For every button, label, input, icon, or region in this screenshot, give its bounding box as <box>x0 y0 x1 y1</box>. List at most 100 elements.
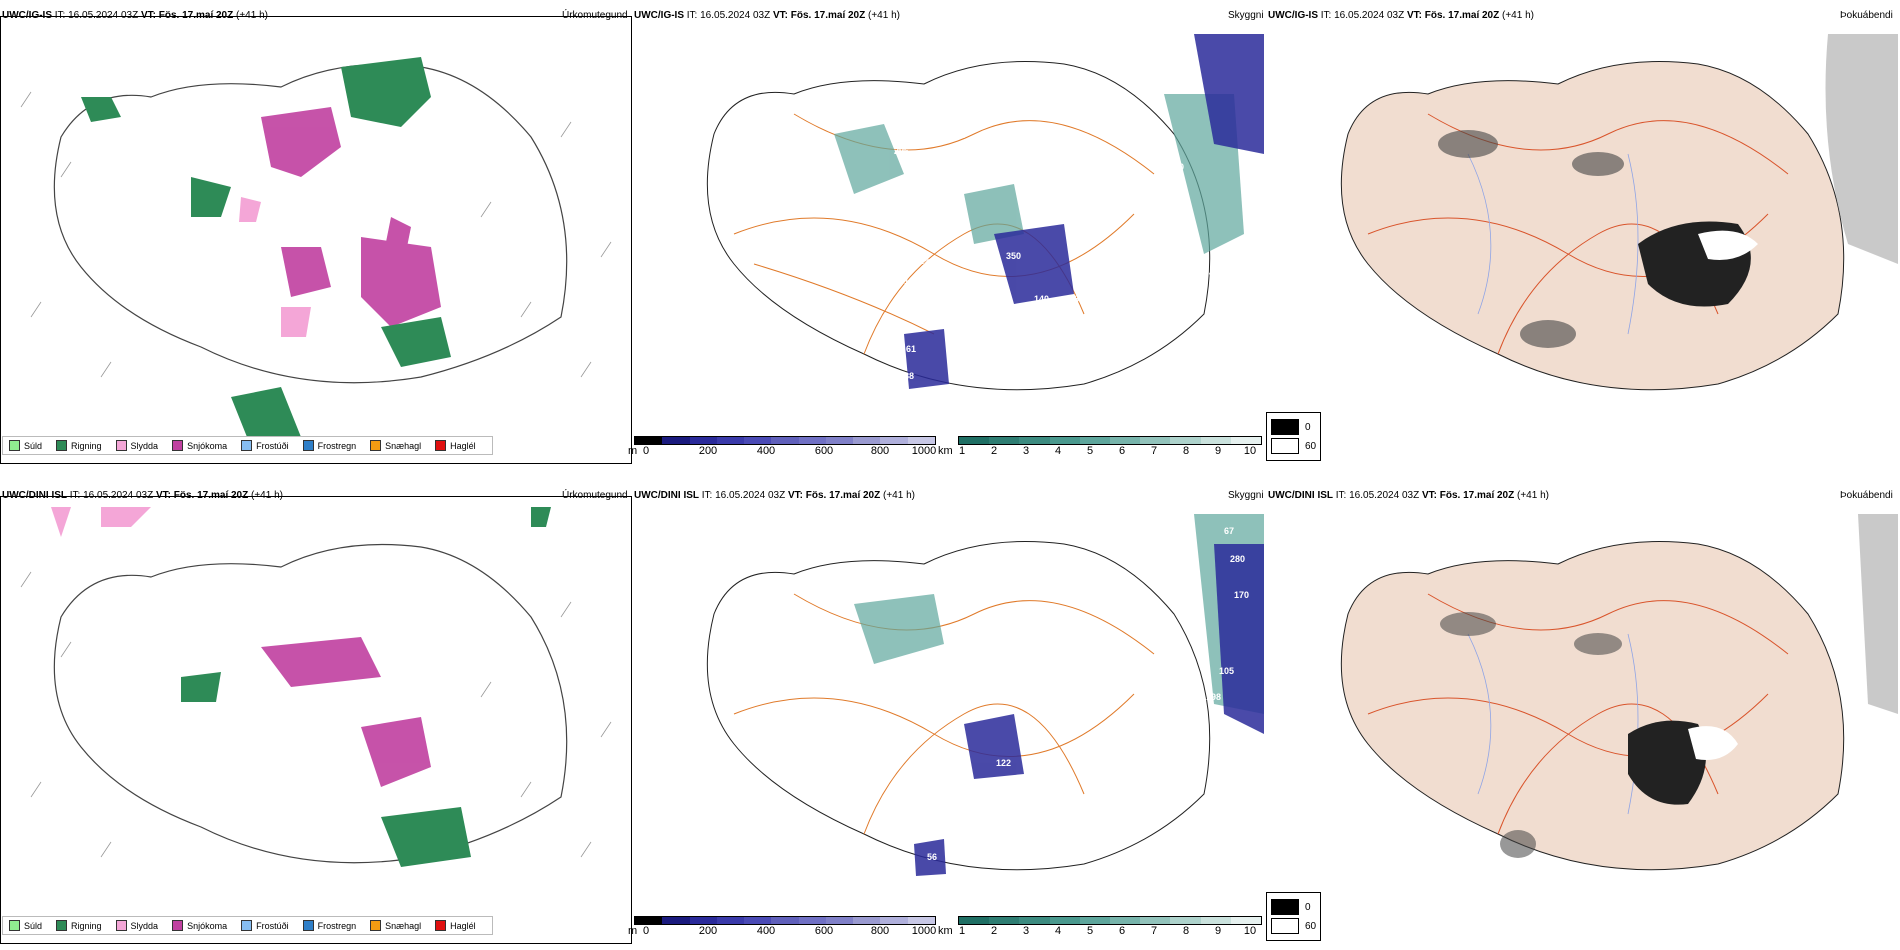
svg-text:70: 70 <box>1174 162 1184 172</box>
legend-item: Snjókoma <box>172 920 227 931</box>
svg-text:108: 108 <box>1064 294 1079 304</box>
visibility-colorbar-2: km 1 2 3 4 5 6 7 8 9 10 <box>938 916 1262 937</box>
svg-text:104: 104 <box>729 58 744 68</box>
svg-text:98: 98 <box>952 602 962 612</box>
svg-text:129: 129 <box>932 130 947 140</box>
svg-text:680: 680 <box>954 682 969 692</box>
legend-item: Snæhagl <box>370 440 421 451</box>
svg-text:99: 99 <box>716 138 726 148</box>
fog-map-1 <box>1340 34 1898 391</box>
svg-text:198: 198 <box>1206 692 1221 702</box>
vt-value: Fös. 17.maí 20Z <box>158 10 234 21</box>
panel-title-4: UWC/DINI ISL IT: 16.05.2024 03Z VT: Fös.… <box>2 490 283 501</box>
model-name: UWC/IG-IS <box>2 10 52 21</box>
svg-text:252: 252 <box>1029 104 1044 114</box>
panel-title-5: UWC/DINI ISL IT: 16.05.2024 03Z VT: Fös.… <box>634 490 915 501</box>
svg-text:163: 163 <box>904 276 919 286</box>
svg-text:209: 209 <box>1010 810 1025 820</box>
fog-map-2 <box>1340 514 1898 871</box>
svg-text:133: 133 <box>890 666 905 676</box>
legend-item: Frostregn <box>302 440 356 451</box>
svg-text:107: 107 <box>726 78 741 88</box>
variable-name-5: Skyggni <box>1228 490 1264 501</box>
map-value-labels-2: 116 209 98 133 225 164 680 105 122 126 2… <box>769 526 1249 862</box>
svg-text:189: 189 <box>979 260 994 270</box>
svg-text:164: 164 <box>972 666 987 676</box>
panel-title-3: UWC/IG-IS IT: 16.05.2024 03Z VT: Fös. 17… <box>1268 10 1534 21</box>
svg-text:170: 170 <box>1234 590 1249 600</box>
legend-item: Rigning <box>56 440 102 451</box>
precip-legend-2: Súld Rigning Slydda Snjókoma Frostúði Fr… <box>2 916 493 935</box>
svg-text:209: 209 <box>1052 806 1067 816</box>
svg-text:280: 280 <box>949 160 964 170</box>
svg-text:169: 169 <box>924 184 939 194</box>
panel-title-1: UWC/IG-IS IT: 16.05.2024 03Z VT: Fös. 17… <box>2 10 268 21</box>
legend-item: Haglél <box>435 440 476 451</box>
panel-title-2: UWC/IG-IS IT: 16.05.2024 03Z VT: Fös. 17… <box>634 10 900 21</box>
map-value-labels-1: 104 100 107 55 99 299 296 129 277 280 16… <box>704 58 1219 396</box>
svg-text:299: 299 <box>769 108 784 118</box>
legend-item: Snæhagl <box>370 920 421 931</box>
row-2: UWC/DINI ISL IT: 16.05.2024 03Z VT: Fös.… <box>0 480 1900 950</box>
precip-legend-1: Súld Rigning Slydda Snjókoma Frostúði Fr… <box>2 436 493 455</box>
ceiling-colorbar-2: m 0 200 400 600 800 1000 <box>628 916 936 937</box>
panel-title-6: UWC/DINI ISL IT: 16.05.2024 03Z VT: Fös.… <box>1268 490 1549 501</box>
svg-text:226: 226 <box>1046 820 1061 830</box>
variable-name-2: Skyggni <box>1228 10 1264 21</box>
visibility-colorbar-1: km 1 2 3 4 5 6 7 8 9 10 <box>938 436 1262 457</box>
variable-name-3: Þokuábendi <box>1840 10 1893 21</box>
precip-type-map-2 <box>0 496 632 944</box>
svg-text:105: 105 <box>1219 666 1234 676</box>
svg-text:225: 225 <box>1061 586 1076 596</box>
svg-text:350: 350 <box>1006 251 1021 261</box>
legend-item: Frostúði <box>241 440 289 451</box>
svg-text:67: 67 <box>1224 526 1234 536</box>
svg-text:209: 209 <box>769 606 784 616</box>
variable-name-4: Úrkomutegund <box>562 490 628 501</box>
variable-name-1: Úrkomutegund <box>562 10 628 21</box>
legend-item: Súld <box>9 440 42 451</box>
precip-type-map-graphic-1 <box>20 57 612 447</box>
svg-text:150: 150 <box>1054 326 1069 336</box>
it-label: IT: <box>54 10 66 21</box>
legend-item: Haglél <box>435 920 476 931</box>
svg-text:57: 57 <box>931 386 941 396</box>
svg-text:129: 129 <box>914 256 929 266</box>
svg-text:88: 88 <box>904 371 914 381</box>
svg-text:122: 122 <box>996 758 1011 768</box>
svg-text:116: 116 <box>774 546 789 556</box>
fog-legend-1: 0 60 <box>1266 412 1322 461</box>
it-value: 16.05.2024 03Z <box>68 10 139 21</box>
legend-item: Snjókoma <box>172 440 227 451</box>
variable-name-6: Þokuábendi <box>1840 490 1893 501</box>
fog-legend-2: 0 60 <box>1266 892 1322 941</box>
svg-text:219: 219 <box>1179 61 1194 71</box>
svg-text:100: 100 <box>752 78 767 88</box>
legend-item: Súld <box>9 920 42 931</box>
precip-type-map-graphic-2 <box>20 507 612 867</box>
svg-text:107: 107 <box>762 206 777 216</box>
visibility-map-2: 116 209 98 133 225 164 680 105 122 126 2… <box>706 514 1264 876</box>
svg-text:126: 126 <box>969 780 984 790</box>
svg-text:280: 280 <box>1230 554 1245 564</box>
svg-text:56: 56 <box>927 852 937 862</box>
svg-text:140: 140 <box>1034 294 1049 304</box>
vt-label: VT: <box>140 10 156 21</box>
legend-item: Slydda <box>115 440 158 451</box>
svg-text:47: 47 <box>1209 268 1219 278</box>
legend-item: Slydda <box>115 920 158 931</box>
svg-text:45: 45 <box>1014 316 1024 326</box>
svg-text:55: 55 <box>704 101 714 111</box>
ceiling-colorbar-1: m 0 200 400 600 800 1000 <box>628 436 936 457</box>
legend-item: Frostregn <box>302 920 356 931</box>
svg-text:105: 105 <box>907 726 922 736</box>
legend-item: Frostúði <box>241 920 289 931</box>
svg-text:277: 277 <box>952 130 967 140</box>
legend-item: Rigning <box>56 920 102 931</box>
svg-text:296: 296 <box>894 146 909 156</box>
visibility-map-1: 104 100 107 55 99 299 296 129 277 280 16… <box>704 34 1264 396</box>
lead-time: (+41 h) <box>236 10 268 21</box>
row-1: UWC/IG-IS IT: 16.05.2024 03Z VT: Fös. 17… <box>0 0 1900 470</box>
svg-text:61: 61 <box>906 344 916 354</box>
precip-type-map-1 <box>0 16 632 464</box>
